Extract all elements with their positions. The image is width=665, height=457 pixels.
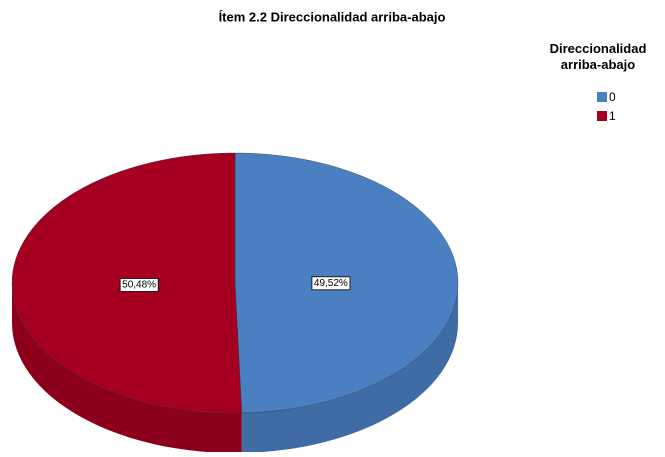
legend-title: Direccionalidad arriba-abajo <box>550 41 647 72</box>
data-label: 50,48% <box>122 279 156 290</box>
slice-side <box>241 283 458 453</box>
legend-label: 0 <box>609 90 616 104</box>
legend-swatch <box>597 111 607 121</box>
data-label-group: 49,52% <box>311 276 351 291</box>
chart-title: Ítem 2.2 Direccionalidad arriba-abajo <box>219 9 446 24</box>
data-label: 49,52% <box>314 278 348 289</box>
legend-swatch <box>597 92 607 102</box>
slice-side <box>12 283 242 453</box>
data-label-group: 50,48% <box>119 278 159 292</box>
data-label-box <box>119 278 159 292</box>
data-label-box <box>311 276 351 291</box>
legend-label: 1 <box>609 109 616 123</box>
